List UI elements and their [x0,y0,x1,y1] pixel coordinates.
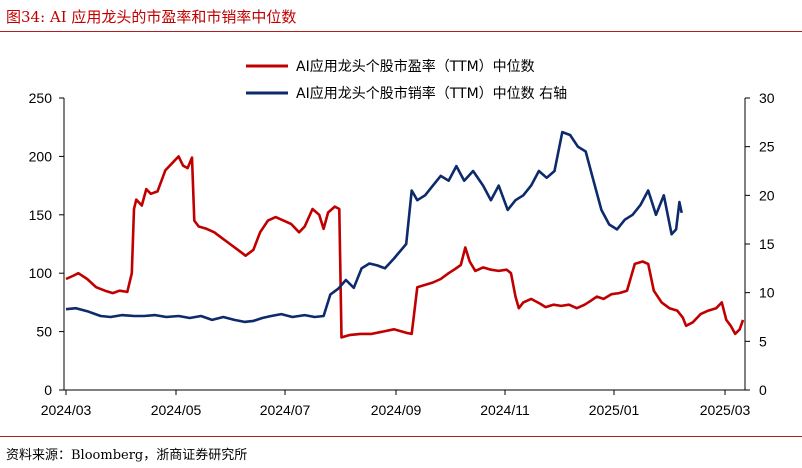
figure-title: 图34: AI 应用龙头的市盈率和市销率中位数 [6,8,297,26]
y-right-tick-label: 0 [759,382,767,398]
x-tick-label: 2024/09 [371,402,422,418]
y-left-tick-label: 100 [29,265,53,281]
y-left-tick-label: 200 [29,148,53,164]
series-line-ps [65,130,683,324]
source-note: 资料来源：Bloomberg，浙商证券研究所 [6,448,248,463]
y-left-tick-label: 250 [29,90,53,106]
source-rule [0,436,802,437]
x-tick-label: 2024/07 [260,402,311,418]
series-line-pe [65,155,745,339]
x-tick-label: 2024/05 [151,402,202,418]
y-right-tick-label: 10 [759,285,775,301]
x-tick-label: 2025/03 [700,402,751,418]
y-left-tick-label: 0 [44,382,52,398]
title-rule [0,31,802,32]
y-right-tick-label: 30 [759,90,775,106]
x-tick-label: 2025/01 [589,402,640,418]
x-tick-label: 2024/03 [41,402,92,418]
y-right-tick-label: 15 [759,236,775,252]
x-tick-label: 2024/11 [480,402,530,418]
y-right-tick-label: 25 [759,139,775,155]
legend-label-pe: AI应用龙头个股市盈率（TTM）中位数 [296,58,535,75]
legend: AI应用龙头个股市盈率（TTM）中位数 AI应用龙头个股市销率（TTM）中位数 右… [246,58,567,102]
y-left-tick-label: 150 [29,207,53,223]
y-right-tick-label: 5 [759,333,767,349]
legend-label-ps: AI应用龙头个股市销率（TTM）中位数 右轴 [296,85,567,102]
series-layer [65,130,745,339]
y-right-tick-label: 20 [759,187,775,203]
axes: 0 50 100 150 200 250 0 5 10 15 20 25 30 2024/03 2024/0… [29,90,775,418]
y-left-tick-label: 50 [36,324,52,340]
